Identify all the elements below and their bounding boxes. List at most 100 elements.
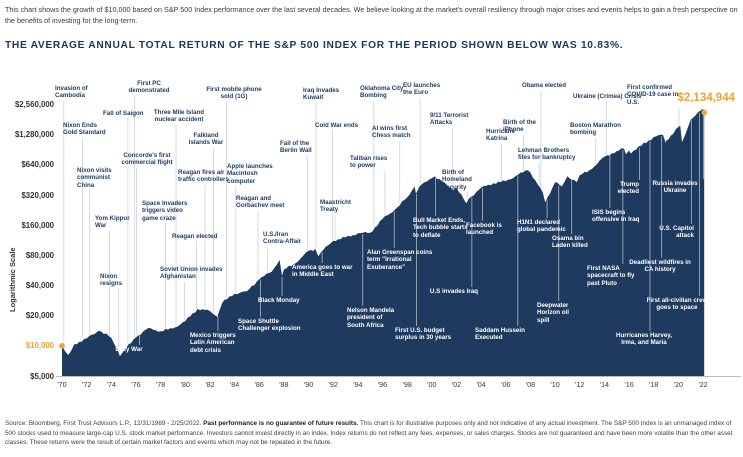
- x-tick-label: '96: [377, 380, 388, 389]
- x-tick-label: '98: [402, 380, 412, 389]
- event-label: Oklahoma City Bombing: [360, 85, 404, 100]
- y-tick-label: $2,560,000: [14, 100, 54, 110]
- event-label: Yom Kippur War: [95, 215, 130, 230]
- y-tick-label: $20,000: [25, 311, 54, 321]
- ending-value-label: $2,134,944: [677, 92, 735, 104]
- source-disclaimer: Source: Bloomberg, First Trust Advisors …: [5, 419, 740, 448]
- event-label: Reagan fires air traffic controllers: [178, 169, 229, 184]
- y-tick-label: $1,280,000: [14, 130, 54, 140]
- event-label: EU launches the Euro: [403, 82, 441, 97]
- event-label: Taliban rises to power: [350, 155, 388, 170]
- y-tick-label: $5,000: [30, 371, 54, 381]
- event-label: U.S invades Iraq: [429, 288, 479, 295]
- x-tick-label: '72: [81, 380, 92, 389]
- y-tick-label: $320,000: [21, 190, 54, 200]
- intro-paragraph: This chart shows the growth of $10,000 b…: [5, 5, 738, 26]
- event-label: Dirty War: [115, 346, 143, 353]
- event-label: Trump elected: [617, 181, 639, 196]
- event-label: Fall of Saigon: [103, 110, 144, 117]
- x-tick-label: '20: [673, 380, 684, 389]
- start-dot: [59, 343, 65, 349]
- x-tick-label: '86: [254, 380, 264, 389]
- event-label: Nixon Ends Gold Standard: [63, 122, 106, 137]
- event-label: Concorde's first commercial flight: [121, 152, 173, 167]
- event-label: Deadliest wildfires in CA history: [629, 259, 691, 274]
- x-tick-label: '12: [575, 380, 585, 389]
- y-tick-label: $80,000: [25, 250, 54, 260]
- event-label: First confirmed COVID-19 case in U.S.: [627, 84, 679, 106]
- event-label: Birth of the iPhone: [503, 119, 536, 134]
- y-tick-label: $640,000: [21, 160, 54, 170]
- end-dot: [701, 109, 708, 116]
- event-label: Space Shuttle Challenger explosion: [238, 318, 301, 333]
- event-label: Nixon resigns: [100, 273, 123, 288]
- event-label: Lehman Brothers files for bankruptcy: [518, 147, 576, 162]
- event-label: Soviet Union invades Afghanistan: [160, 266, 223, 281]
- event-label: Iraq Invades Kuwait: [303, 87, 340, 102]
- x-tick-label: '06: [501, 380, 511, 389]
- event-label: Reagan elected: [172, 233, 218, 240]
- event-label: Black Monday: [258, 297, 300, 304]
- event-label: Hurricane Katrina: [486, 128, 515, 143]
- y-tick-label: $10,000: [25, 341, 54, 351]
- event-label: Osama bin Laden killed: [552, 235, 588, 250]
- event-label: Cold War ends: [315, 122, 359, 129]
- x-tick-label: '70: [57, 380, 67, 389]
- event-label: Alan Greenspan coins term "Irrational Ex…: [367, 249, 433, 271]
- event-label: U.S./Iran Contra-Affair: [263, 231, 302, 246]
- event-label: First PC demonstrated: [128, 80, 170, 95]
- event-label: Ukraine (Crimea) Crisis: [573, 93, 642, 100]
- area-series: [62, 108, 705, 376]
- event-label: Russia invades Ukraine: [652, 180, 698, 195]
- chart-headline: THE AVERAGE ANNUAL TOTAL RETURN OF THE S…: [5, 40, 624, 51]
- disclaimer-text: This chart is for illustrative purposes …: [5, 420, 733, 447]
- event-label: Obama elected: [522, 82, 567, 89]
- disclaimer-bold: Past performance is no guarantee of futu…: [203, 420, 359, 427]
- x-tick-label: '90: [303, 380, 314, 389]
- event-label: U.S. Capitol attack: [659, 225, 694, 240]
- event-label: Apple launches Macintosh computer: [227, 163, 273, 185]
- event-label: Nixon visits communist China: [77, 167, 112, 189]
- x-tick-label: '00: [427, 380, 437, 389]
- event-label: Bull Market Ends, Tech bubble starts to …: [413, 217, 468, 239]
- x-tick-label: '80: [180, 380, 190, 389]
- y-tick-label: $40,000: [25, 281, 54, 291]
- event-label: Deepwater Horizon oil spill: [537, 302, 569, 324]
- event-label: Boston Marathon bombing: [570, 122, 621, 137]
- event-label: Saddam Hussein Executed: [475, 327, 525, 342]
- event-label: Facebook is launched: [466, 222, 502, 237]
- x-tick-label: '82: [205, 380, 215, 389]
- x-tick-label: '92: [328, 380, 338, 389]
- x-tick-label: '14: [599, 380, 610, 389]
- x-tick-label: '16: [624, 380, 634, 389]
- x-tick-label: '02: [451, 380, 462, 389]
- event-label: Three Mile Island nuclear accident: [153, 109, 205, 124]
- event-label: First all-civilian crew goes to space: [646, 297, 708, 312]
- event-label: America goes to war in Middle East: [292, 264, 353, 279]
- event-label: Hurricanes Harvey, Irma, and Maria: [616, 332, 672, 347]
- x-tick-label: '18: [649, 380, 659, 389]
- event-label: Maastricht Treaty: [320, 199, 351, 214]
- x-tick-label: '08: [525, 380, 536, 389]
- x-tick-label: '94: [353, 380, 363, 389]
- x-tick-label: '78: [155, 380, 166, 389]
- x-tick-label: '22: [698, 380, 708, 389]
- event-label: Space Invaders triggers video game craze: [142, 200, 188, 222]
- x-tick-label: '88: [279, 380, 289, 389]
- x-tick-label: '04: [476, 380, 486, 389]
- event-label: AI wins first Chess match: [372, 125, 411, 140]
- x-tick-label: '76: [131, 380, 141, 389]
- x-tick-label: '74: [106, 380, 116, 389]
- y-tick-label: $160,000: [21, 220, 54, 230]
- event-label: 9/11 Terrorist Attacks: [430, 112, 469, 127]
- source-text: Source: Bloomberg, First Trust Advisors …: [5, 420, 204, 427]
- event-label: Falkland Islands War: [188, 132, 224, 147]
- event-label: First mobile phone sold (1G): [206, 86, 262, 101]
- event-label: Invasion of Cambodia: [55, 85, 88, 100]
- event-label: Reagan and Gorbachev meet: [236, 195, 285, 210]
- event-label: ISIS begins offensive in Iraq: [592, 209, 640, 224]
- event-label: Birth of Homeland Security: [442, 169, 472, 191]
- event-label: Fall of the Berlin Wall: [280, 140, 312, 155]
